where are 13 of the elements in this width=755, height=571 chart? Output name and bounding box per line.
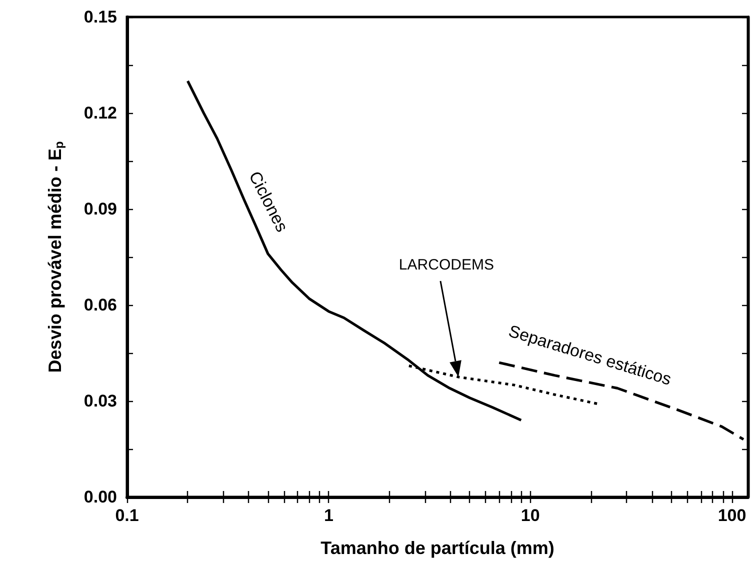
y-tick-label: 0.12 [84,104,117,122]
y-tick-label: 0.09 [84,200,117,218]
x-axis-title: Tamanho de partícula (mm) [320,538,554,558]
annotation: LARCODEMS [398,256,494,274]
y-tick-label: 0.06 [84,296,117,314]
y-tick-label: 0.03 [84,392,117,410]
x-tick-label: 1 [324,506,334,525]
y-axis-title: Desvio provável médio - Ep [45,141,66,373]
y-tick-label: 0.15 [84,8,117,26]
x-tick-label: 100 [718,506,746,525]
x-tick-label: 0.1 [115,506,139,525]
y-tick-label: 0.00 [84,488,117,506]
x-tick-label: 10 [520,506,540,525]
